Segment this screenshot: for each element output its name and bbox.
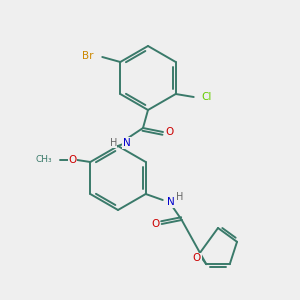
Text: O: O <box>152 219 160 229</box>
Text: H: H <box>110 138 117 148</box>
Text: N: N <box>123 138 131 148</box>
Text: H: H <box>176 192 183 202</box>
Text: Cl: Cl <box>202 92 212 102</box>
Text: O: O <box>68 155 76 165</box>
Text: O: O <box>193 253 201 263</box>
Text: Br: Br <box>82 51 93 61</box>
Text: N: N <box>167 197 175 207</box>
Text: CH₃: CH₃ <box>36 155 52 164</box>
Text: O: O <box>165 127 173 137</box>
